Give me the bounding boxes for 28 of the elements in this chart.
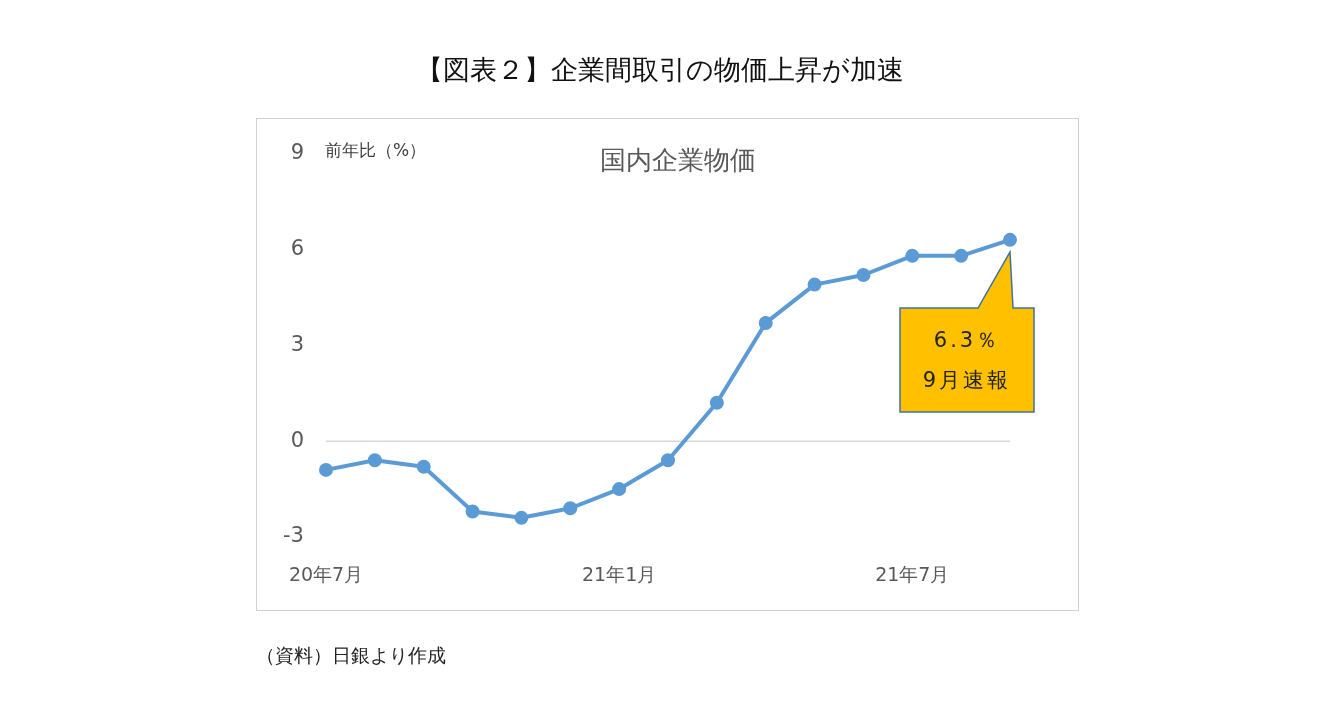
point <box>367 453 382 468</box>
point <box>905 248 920 263</box>
x-tick-label: 21年1月 <box>582 563 657 586</box>
point <box>514 510 529 525</box>
y-tick-label: 9 <box>290 140 304 165</box>
y-tick-label: 6 <box>290 235 304 260</box>
point <box>416 459 431 474</box>
y-tick-label: 0 <box>290 427 304 452</box>
point <box>807 277 822 292</box>
point <box>465 504 480 519</box>
y-axis-title: 前年比（%） <box>325 139 427 162</box>
point <box>1003 232 1017 247</box>
annotation: 6.3％ 9月速報 <box>921 326 1013 394</box>
point <box>319 462 333 477</box>
point <box>563 501 578 516</box>
text: （資料）日銀より作成 <box>256 643 446 668</box>
y-tick-label: -3 <box>283 523 304 548</box>
point <box>954 248 969 263</box>
x-tick-label: 20年7月 <box>288 563 364 586</box>
point <box>612 482 627 497</box>
point <box>709 395 724 410</box>
chart-title: 【図表２】企業間取引の物価上昇が加速 <box>415 53 905 87</box>
y-tick-label: 3 <box>290 331 304 356</box>
point <box>758 315 773 330</box>
chart-subtitle: 国内企業物価 <box>599 145 756 175</box>
point <box>856 268 871 283</box>
x-tick-label: 21年7月 <box>875 563 950 586</box>
point <box>661 453 675 468</box>
